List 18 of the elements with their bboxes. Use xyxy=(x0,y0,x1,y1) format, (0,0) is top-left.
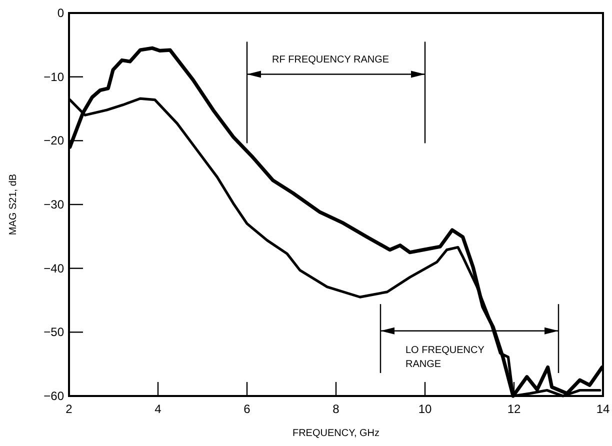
y-tick-label: −50 xyxy=(44,325,64,340)
x-tick-label: 12 xyxy=(507,402,521,416)
x-tick-label: 2 xyxy=(66,402,73,416)
y-tick-label: −30 xyxy=(44,198,64,212)
y-tick-label: −20 xyxy=(44,134,64,148)
x-tick-label: 6 xyxy=(244,402,251,416)
x-tick-label: 10 xyxy=(418,402,432,416)
y-tick-label: 0 xyxy=(57,6,64,20)
y-tick-label: −10 xyxy=(44,70,64,84)
x-axis-title: FREQUENCY, GHz xyxy=(292,428,380,439)
y-tick-label: −40 xyxy=(44,261,64,276)
x-tick-label: 8 xyxy=(332,402,340,416)
annotation: LO FREQUENCY RANGE xyxy=(406,344,485,370)
y-tick-label: −60 xyxy=(44,389,64,403)
y-axis-title: MAG S21, dB xyxy=(8,174,19,236)
annotation: RF FREQUENCY RANGE xyxy=(272,54,390,66)
x-tick-label: 4 xyxy=(154,402,162,416)
x-tick-label: 14 xyxy=(596,402,610,416)
